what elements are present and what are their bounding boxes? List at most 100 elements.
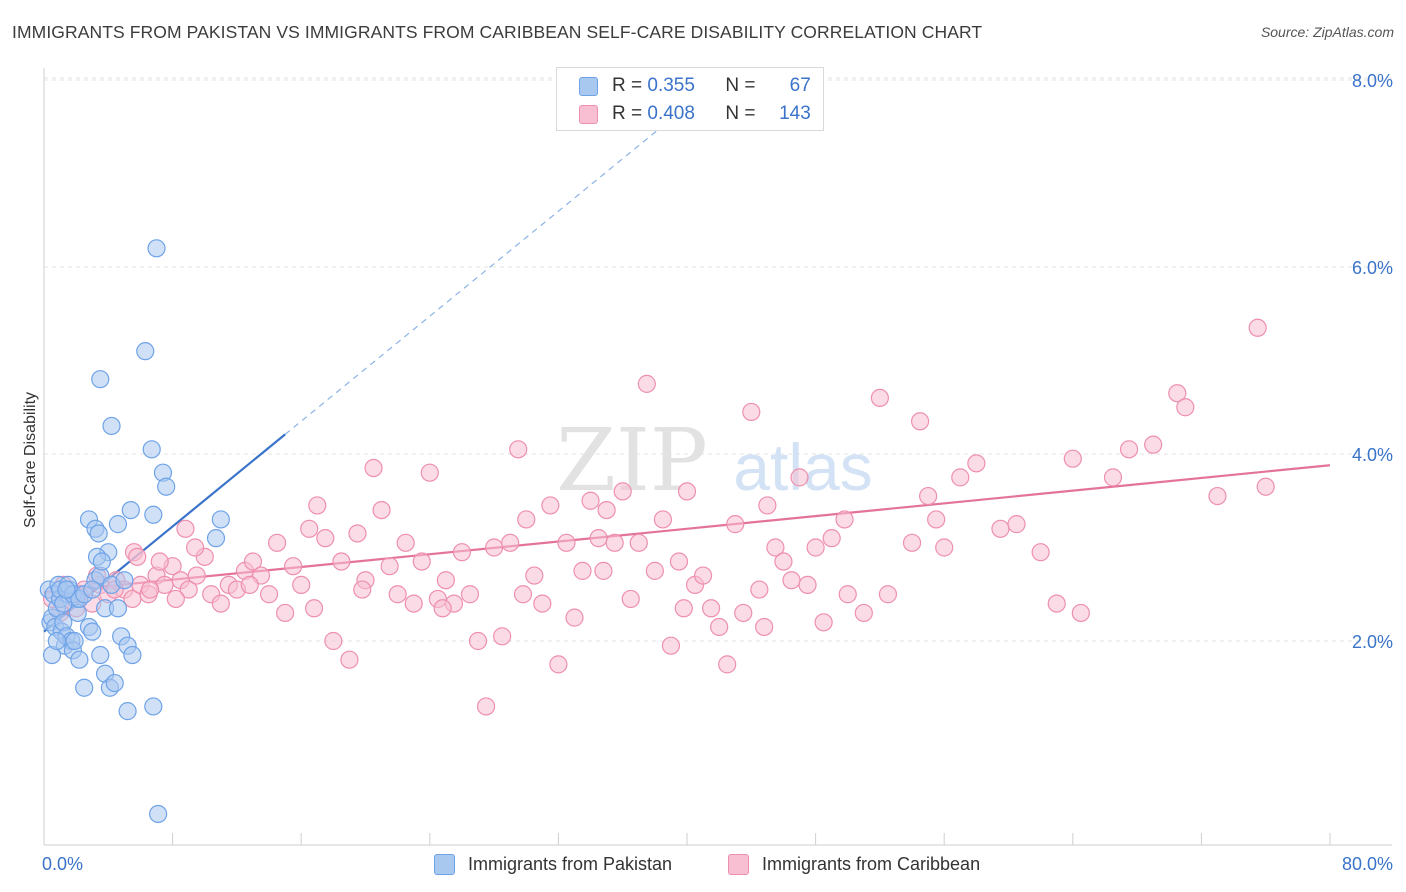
caribbean-point — [702, 599, 721, 618]
caribbean-point — [991, 519, 1010, 538]
pakistan-point — [57, 580, 76, 599]
legend-r-label: R = — [612, 75, 643, 96]
pakistan-point — [91, 645, 110, 665]
caribbean-point — [509, 440, 528, 459]
legend-r-label: R = — [612, 103, 643, 124]
caribbean-point — [742, 402, 761, 422]
caribbean-point — [798, 575, 817, 595]
caribbean-point — [835, 510, 854, 529]
pakistan-point — [144, 697, 163, 716]
caribbean-point — [276, 603, 295, 623]
caribbean-point — [774, 552, 793, 571]
caribbean-point — [388, 585, 407, 604]
pakistan-point — [136, 342, 155, 361]
pakistan-point — [144, 505, 163, 524]
caribbean-point — [878, 585, 898, 604]
caribbean-point — [814, 613, 833, 632]
caribbean-point — [1119, 440, 1139, 459]
caribbean-point — [1103, 468, 1123, 487]
legend-n-value: 67 — [789, 75, 811, 96]
caribbean-point — [525, 566, 544, 585]
bottom-legend-swatch-pakistan — [434, 853, 455, 875]
caribbean-point — [316, 529, 335, 548]
pakistan-point — [102, 416, 121, 436]
caribbean-point — [433, 599, 452, 618]
pakistan-point — [142, 440, 161, 459]
pakistan-point — [105, 673, 124, 693]
caribbean-point — [468, 631, 488, 651]
y-tick-label: 6.0% — [1352, 258, 1393, 278]
bottom-legend-swatch-caribbean — [728, 853, 749, 875]
pakistan-point — [147, 239, 166, 258]
bottom-legend-caribbean: Immigrants from Caribbean — [728, 851, 980, 877]
axes — [43, 68, 1392, 846]
pakistan-point — [89, 524, 108, 543]
watermark: ZIP atlas — [556, 411, 873, 511]
caribbean-point — [493, 627, 512, 646]
caribbean-point — [150, 552, 169, 571]
caribbean-point — [485, 538, 504, 557]
caribbean-point — [1007, 515, 1026, 534]
caribbean-point — [332, 552, 351, 571]
legend-n-label: N = — [725, 103, 756, 124]
caribbean-point — [176, 519, 195, 538]
legend-swatch-pakistan — [579, 76, 598, 96]
caribbean-point — [364, 458, 383, 478]
pakistan-point — [118, 702, 137, 721]
x-tick-label-min: 0.0% — [42, 854, 83, 874]
pakistan-point — [211, 510, 230, 529]
pakistan-point — [115, 571, 134, 590]
legend-r-value: 0.355 — [647, 75, 695, 96]
data-points — [39, 239, 1275, 824]
caribbean-point — [594, 561, 613, 580]
caribbean-point — [348, 524, 367, 543]
caribbean-point — [308, 496, 327, 515]
pakistan-point — [83, 580, 102, 599]
caribbean-point — [517, 510, 536, 529]
caribbean-point — [396, 533, 415, 552]
caribbean-point — [140, 580, 160, 599]
caribbean-point — [179, 580, 198, 599]
y-tick-label: 2.0% — [1352, 632, 1393, 652]
caribbean-point — [292, 575, 311, 595]
legend-swatch-caribbean — [579, 104, 598, 124]
caribbean-point — [259, 585, 279, 604]
caribbean-point — [653, 510, 672, 529]
caribbean-point — [870, 388, 890, 407]
bottom-legend-label-pakistan: Immigrants from Pakistan — [468, 853, 673, 874]
caribbean-point — [501, 533, 520, 552]
caribbean-point — [557, 533, 576, 552]
y-axis-label: Self-Care Disability — [22, 391, 39, 529]
caribbean-point — [629, 533, 648, 552]
caribbean-point — [211, 594, 230, 613]
caribbean-point — [674, 599, 693, 618]
caribbean-point — [187, 566, 206, 585]
caribbean-point — [935, 538, 954, 557]
caribbean-point — [240, 575, 259, 595]
caribbean-point — [790, 468, 809, 487]
bottom-legend-pakistan: Immigrants from Pakistan — [434, 851, 672, 877]
caribbean-point — [967, 454, 986, 473]
caribbean-point — [755, 617, 774, 637]
caribbean-point — [597, 501, 616, 520]
caribbean-point — [902, 533, 922, 552]
caribbean-point — [412, 552, 431, 571]
caribbean-point — [324, 631, 343, 651]
caribbean-point — [1071, 603, 1090, 623]
caribbean-point — [750, 580, 769, 599]
caribbean-point — [766, 538, 785, 557]
bottom-legend-label-caribbean: Immigrants from Caribbean — [762, 853, 981, 874]
y-tick-label: 8.0% — [1352, 71, 1393, 91]
source-label: Source: ZipAtlas.com — [1260, 24, 1394, 40]
pakistan-point — [83, 622, 102, 641]
caribbean-point — [1248, 318, 1267, 337]
caribbean-point — [758, 496, 777, 515]
pakistan-point — [108, 515, 128, 534]
caribbean-point — [436, 571, 455, 590]
caribbean-point — [353, 580, 372, 599]
legend-row-caribbean: R = 0.408 N = 143 — [579, 102, 811, 126]
caribbean-point — [1168, 384, 1187, 403]
legend-n-label: N = — [725, 75, 756, 96]
trend-lines — [43, 105, 1331, 633]
